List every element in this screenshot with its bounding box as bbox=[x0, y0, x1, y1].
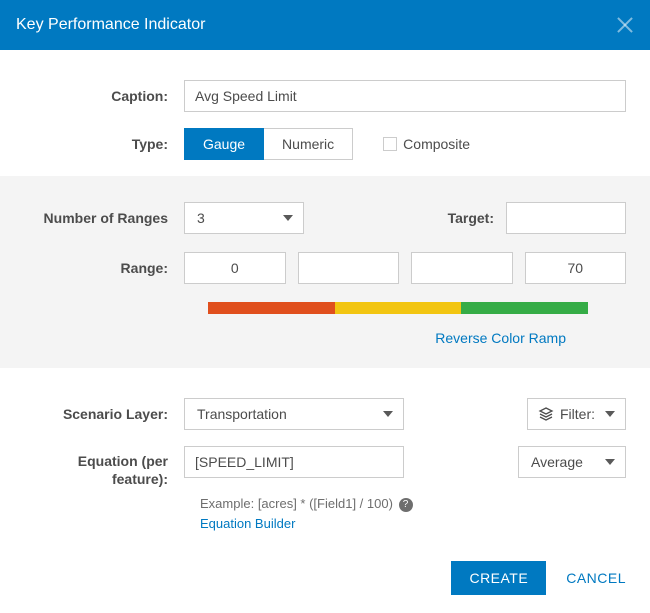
example-text: [acres] * ([Field1] / 100) bbox=[258, 496, 393, 511]
filter-button[interactable]: Filter: bbox=[527, 398, 626, 430]
range-input-2[interactable] bbox=[411, 252, 513, 284]
composite-label: Composite bbox=[403, 136, 470, 152]
ramp-segment-1 bbox=[335, 302, 462, 314]
aggregate-select[interactable]: Average bbox=[518, 446, 626, 478]
caption-row: Caption: bbox=[24, 80, 626, 112]
composite-checkbox[interactable]: Composite bbox=[383, 136, 470, 152]
caret-down-icon bbox=[283, 215, 293, 221]
filter-label: Filter: bbox=[560, 406, 595, 422]
scenario-layer-label: Scenario Layer: bbox=[24, 405, 184, 423]
range-label: Range: bbox=[24, 259, 184, 277]
dialog-footer: CREATE CANCEL bbox=[451, 561, 626, 595]
number-of-ranges-label: Number of Ranges bbox=[24, 209, 184, 227]
target-group: Target: bbox=[448, 202, 626, 234]
cancel-button[interactable]: CANCEL bbox=[566, 570, 626, 586]
type-numeric-button[interactable]: Numeric bbox=[264, 128, 353, 160]
type-gauge-button[interactable]: Gauge bbox=[184, 128, 264, 160]
type-segmented: Gauge Numeric bbox=[184, 128, 353, 160]
range-values-row: Range: bbox=[24, 252, 626, 284]
layers-icon bbox=[538, 406, 554, 422]
caret-down-icon bbox=[605, 459, 615, 465]
scenario-layer-row: Scenario Layer: Transportation Filter: bbox=[24, 398, 626, 430]
dialog-header: Key Performance Indicator bbox=[0, 0, 650, 50]
dialog-body: Caption: Type: Gauge Numeric Composite N… bbox=[0, 50, 650, 533]
target-input[interactable] bbox=[506, 202, 626, 234]
equation-row: Equation (per feature): Average bbox=[24, 446, 626, 488]
ranges-count-value: 3 bbox=[197, 210, 205, 226]
create-button[interactable]: CREATE bbox=[451, 561, 546, 595]
equation-input[interactable] bbox=[184, 446, 404, 478]
ramp-segment-2 bbox=[461, 302, 588, 314]
range-input-1[interactable] bbox=[298, 252, 400, 284]
lower-section: Scenario Layer: Transportation Filter: bbox=[24, 368, 626, 533]
scenario-layer-select[interactable]: Transportation bbox=[184, 398, 404, 430]
example-prefix: Example: bbox=[200, 496, 258, 511]
ranges-count-row: Number of Ranges 3 Target: bbox=[24, 202, 626, 234]
caption-input[interactable] bbox=[184, 80, 626, 112]
caption-label: Caption: bbox=[24, 87, 184, 105]
caret-down-icon bbox=[605, 411, 615, 417]
ranges-count-select[interactable]: 3 bbox=[184, 202, 304, 234]
color-ramp bbox=[208, 302, 588, 314]
dialog-title: Key Performance Indicator bbox=[16, 16, 205, 34]
checkbox-icon bbox=[383, 137, 397, 151]
ramp-segment-0 bbox=[208, 302, 335, 314]
target-label: Target: bbox=[448, 210, 494, 226]
scenario-layer-value: Transportation bbox=[197, 406, 287, 422]
caret-down-icon bbox=[383, 411, 393, 417]
range-input-3[interactable] bbox=[525, 252, 627, 284]
ranges-panel: Number of Ranges 3 Target: Range: bbox=[0, 176, 650, 368]
close-icon[interactable] bbox=[616, 16, 634, 34]
help-icon[interactable]: ? bbox=[399, 498, 413, 512]
reverse-color-ramp-link[interactable]: Reverse Color Ramp bbox=[24, 330, 566, 346]
equation-example: Example: [acres] * ([Field1] / 100) ? Eq… bbox=[200, 494, 626, 533]
range-input-0[interactable] bbox=[184, 252, 286, 284]
kpi-dialog: Key Performance Indicator Caption: Type:… bbox=[0, 0, 650, 613]
type-row: Type: Gauge Numeric Composite bbox=[24, 128, 626, 160]
aggregate-value: Average bbox=[531, 454, 583, 470]
type-label: Type: bbox=[24, 135, 184, 153]
equation-builder-link[interactable]: Equation Builder bbox=[200, 516, 295, 531]
equation-label: Equation (per feature): bbox=[24, 446, 184, 488]
